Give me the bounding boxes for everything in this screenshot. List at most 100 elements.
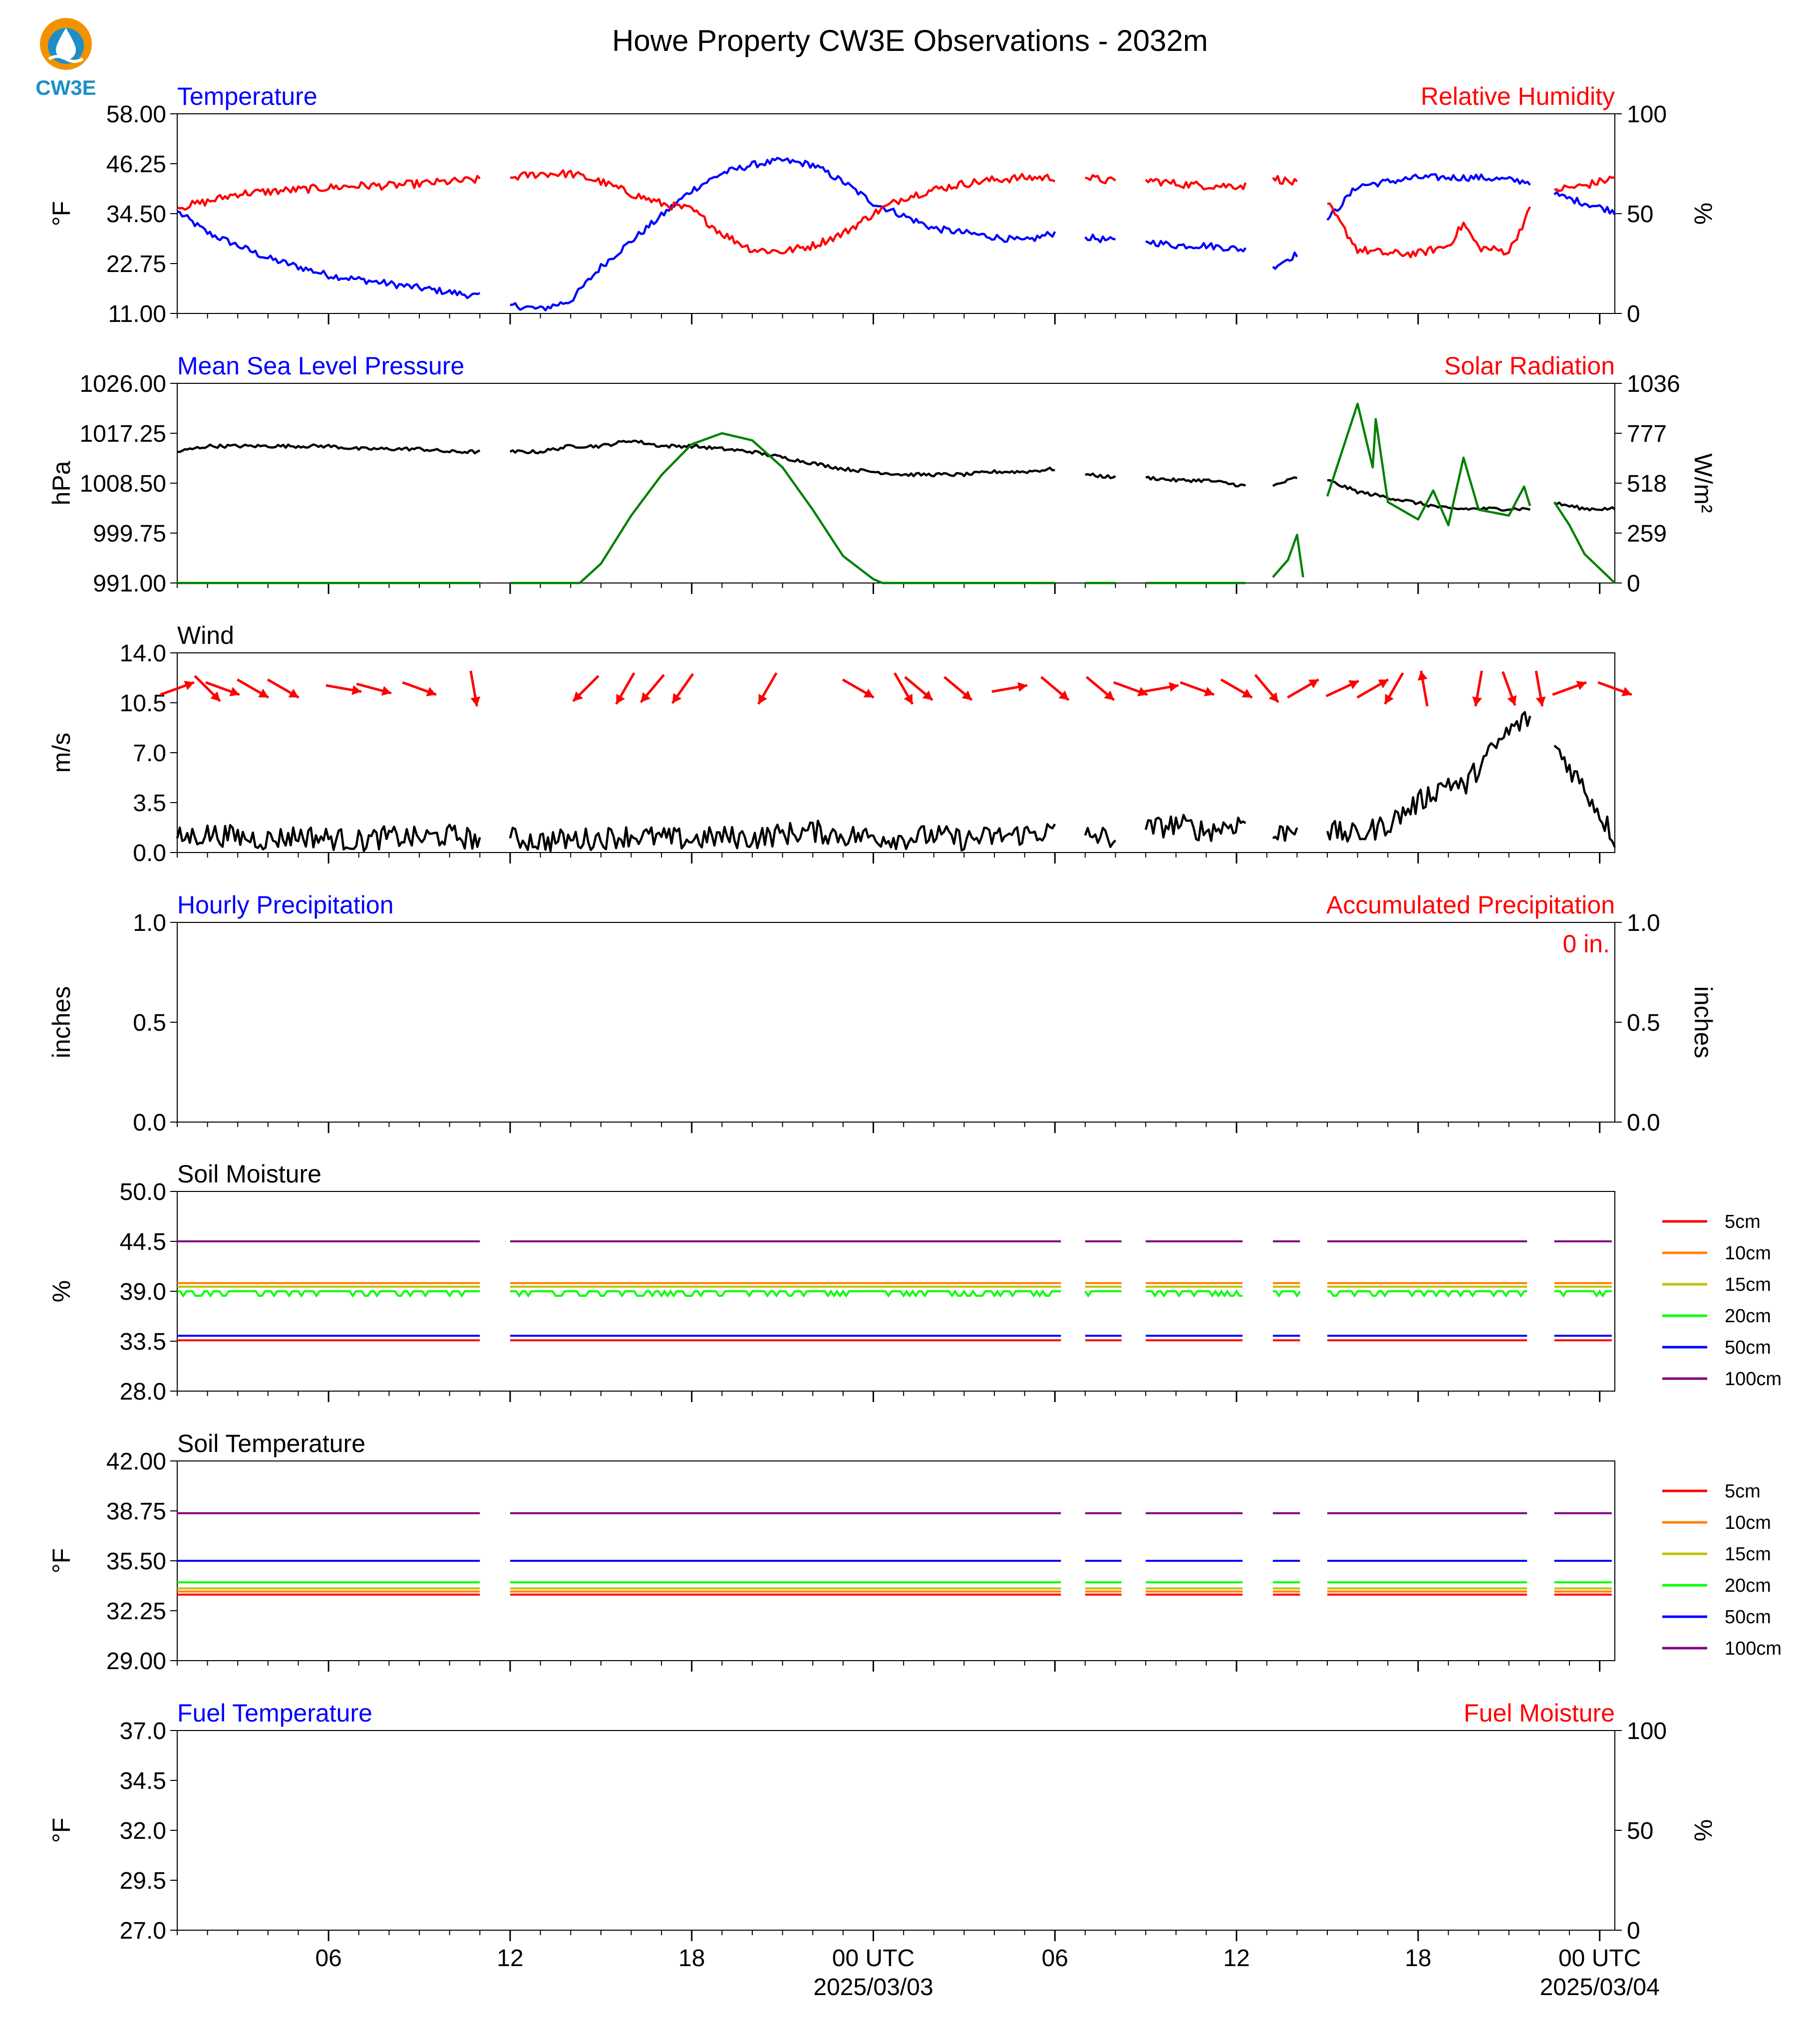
wind-arrow-head: [1535, 696, 1546, 706]
wind-arrow: [639, 674, 665, 703]
y-tick-label: 10.5: [120, 690, 166, 717]
wind-arrow-head: [758, 694, 767, 704]
left-title: Wind: [177, 621, 234, 649]
wind-arrow: [572, 675, 600, 702]
legend-label: 50cm: [1725, 1607, 1771, 1628]
legend-label: 20cm: [1725, 1306, 1771, 1327]
y-axis-label: °F: [47, 1548, 75, 1574]
wind-arrow-head: [961, 690, 972, 700]
wind-arrow-head: [1348, 680, 1359, 689]
y-right-tick-label: 100: [1627, 101, 1667, 128]
right-title: Accumulated Precipitation: [1326, 891, 1615, 919]
y-axis-label: °F: [47, 1818, 75, 1843]
logo-text: CW3E: [35, 76, 96, 99]
y-right-tick-label: 0.5: [1627, 1010, 1660, 1036]
y-tick-label: 3.5: [133, 790, 166, 817]
legend: 5cm 10cm 15cm 20cm 50cm 100cm: [1662, 1481, 1782, 1659]
series-line-20cm: [1146, 1289, 1243, 1298]
y-tick-label: 34.50: [106, 201, 166, 228]
y-tick-label: 991.00: [93, 571, 166, 597]
y-right-tick-label: 518: [1627, 471, 1667, 497]
series-line-Temperature: [177, 157, 1616, 311]
y-right-tick-label: 50: [1627, 201, 1653, 228]
y-tick-label: 38.75: [106, 1498, 166, 1525]
wind-arrow-head: [470, 696, 481, 706]
panel-pressure: Mean Sea Level Pressure Solar Radiation 99…: [47, 352, 1717, 597]
y-tick-label: 22.75: [106, 251, 166, 278]
wind-arrow: [943, 676, 973, 701]
wind-arrow-head: [1576, 680, 1586, 690]
wind-arrow-head: [210, 691, 221, 701]
y-tick-label: 999.75: [93, 521, 166, 547]
left-title: Temperature: [177, 82, 317, 110]
wind-arrow-head: [1385, 694, 1394, 704]
left-title: Hourly Precipitation: [177, 891, 394, 919]
left-title: Mean Sea Level Pressure: [177, 352, 464, 380]
panel-wind: Wind 0.0 3.5 7.0 10.5 14.0 m/s: [47, 621, 1632, 867]
wind-arrow-head: [1241, 688, 1252, 698]
y-right-tick-label: 777: [1627, 421, 1667, 447]
y-axis-label: hPa: [47, 461, 75, 505]
y-tick-label: 27.0: [120, 1918, 166, 1944]
y-tick-label: 11.00: [108, 301, 166, 327]
x-tick-label: 06: [1042, 1945, 1068, 1972]
wind-arrow-head: [426, 687, 436, 696]
legend-label: 10cm: [1725, 1512, 1771, 1533]
x-tick-label: 00 UTC: [832, 1945, 914, 1972]
wind-arrow-head: [1058, 690, 1069, 700]
y-tick-label: 32.25: [106, 1598, 166, 1625]
y-right-tick-label: 0.0: [1627, 1110, 1660, 1136]
legend-label: 15cm: [1725, 1544, 1771, 1565]
wind-arrow: [205, 681, 240, 696]
y-right-tick-label: 259: [1627, 521, 1667, 547]
wind-arrow-head: [351, 685, 361, 695]
wind-arrow: [1472, 670, 1483, 707]
wind-arrow-head: [381, 686, 391, 696]
wind-arrow: [160, 680, 195, 696]
y-tick-label: 1017.25: [79, 421, 166, 447]
wind-arrow: [1086, 676, 1115, 701]
x-date-label: 2025/03/04: [1540, 1974, 1660, 2001]
wind-arrow: [842, 678, 875, 699]
panel-temperature: Temperature Relative Humidity 11.00 22.75 34…: [47, 82, 1717, 327]
wind-arrow: [1418, 670, 1429, 707]
wind-arrow: [1325, 679, 1359, 697]
left-title: Fuel Temperature: [177, 1699, 372, 1727]
wind-arrow-head: [1378, 679, 1389, 689]
y-right-tick-label: 0: [1627, 301, 1640, 327]
wind-arrow-head: [1308, 679, 1319, 689]
y-tick-label: 33.5: [120, 1329, 166, 1355]
y-tick-label: 0.0: [133, 1110, 166, 1136]
wind-arrow: [237, 678, 270, 699]
logo-wave-icon: [48, 55, 84, 63]
wind-arrow-head: [573, 691, 583, 701]
series-line-20cm: [1327, 1290, 1527, 1298]
y-right-tick-label: 0: [1627, 571, 1640, 597]
wind-arrow: [893, 672, 914, 705]
wind-arrow-head: [922, 690, 933, 700]
accumulated-annotation: 0 in.: [1562, 930, 1610, 958]
legend: 5cm 10cm 15cm 20cm 50cm 100cm: [1662, 1211, 1782, 1390]
x-tick-label: 18: [1405, 1945, 1431, 1972]
wind-arrow-head: [672, 693, 682, 703]
y-tick-label: 29.00: [106, 1648, 166, 1675]
wind-arrow-head: [1137, 687, 1148, 696]
right-title: Solar Radiation: [1444, 352, 1615, 380]
panel-fuel: Fuel Temperature Fuel Moisture 27.0 29.5 32.…: [47, 1699, 1717, 2001]
wind-arrow: [356, 682, 392, 696]
y-tick-label: 29.5: [120, 1868, 166, 1894]
series-line-Relative Humidity: [177, 169, 1615, 259]
wind-arrow-head: [1621, 687, 1632, 696]
wind-arrow-head: [616, 694, 625, 704]
logo-drop-icon: [56, 28, 76, 60]
wind-arrow: [615, 672, 635, 705]
figure-title: Howe Property CW3E Observations - 2032m: [612, 24, 1208, 57]
wind-arrow-head: [1204, 687, 1214, 696]
y-tick-label: 1008.50: [79, 471, 166, 497]
y-tick-label: 0.5: [133, 1010, 166, 1036]
right-title: Fuel Moisture: [1464, 1699, 1615, 1727]
panel-soil_temperature: Soil Temperature 29.00 32.25 35.50 38.75 42.0…: [47, 1430, 1782, 1675]
wind-arrow: [1220, 678, 1253, 699]
x-tick-label: 12: [1223, 1945, 1249, 1972]
